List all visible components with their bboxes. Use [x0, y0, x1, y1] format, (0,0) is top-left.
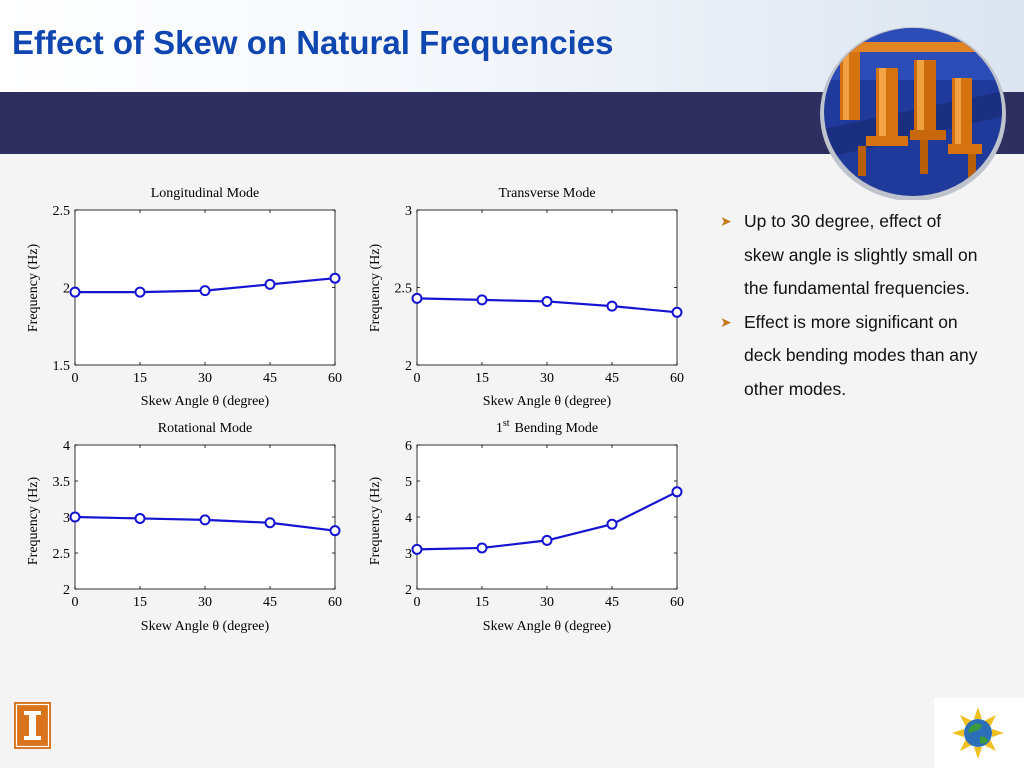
chart-title: Longitudinal Mode: [151, 186, 260, 201]
data-point: [69, 286, 81, 298]
y-axis-label: Frequency (Hz): [26, 244, 41, 333]
x-tick-label: 45: [605, 595, 619, 610]
y-tick-label: 2.5: [53, 547, 71, 562]
chart-title: 1st Bending Mode: [496, 418, 598, 436]
data-point: [69, 511, 81, 523]
x-tick-label: 60: [670, 371, 684, 386]
x-tick-label: 30: [540, 595, 554, 610]
data-point: [264, 278, 276, 290]
y-axis-label: Frequency (Hz): [368, 477, 383, 566]
data-point: [606, 518, 618, 530]
chart-longitudinal-mode: Longitudinal Mode 0 15 30 45 60 1.5 2 2.5 Skew …: [26, 186, 342, 409]
data-point: [329, 272, 341, 284]
y-axis-label: Frequency (Hz): [368, 244, 383, 333]
y-tick-label: 3: [63, 511, 70, 526]
chart-title-prefix: 1: [496, 421, 503, 436]
data-point: [411, 543, 423, 555]
x-tick-label: 30: [198, 595, 212, 610]
y-tick-label: 6: [405, 439, 412, 454]
data-point: [476, 294, 488, 306]
bullet-arrow-icon: ➤: [720, 213, 732, 229]
x-tick-label: 45: [605, 371, 619, 386]
bullet-item: ➤ Effect is more significant on deck bend…: [720, 306, 982, 407]
chart-rotational-mode: Rotational Mode 0 15 30 45 60 2 2.5 3 3.5 4 Skew …: [26, 421, 342, 634]
x-tick-label: 0: [414, 371, 421, 386]
data-point: [199, 514, 211, 526]
x-tick-label: 60: [670, 595, 684, 610]
x-axis-label: Skew Angle θ (degree): [483, 394, 612, 409]
data-point: [264, 517, 276, 529]
bridge-model-photo: [820, 27, 1006, 200]
x-tick-label: 15: [133, 371, 147, 386]
x-tick-label: 0: [72, 595, 79, 610]
globe-sun-logo: [934, 698, 1024, 768]
data-point: [329, 525, 341, 537]
y-tick-label: 2: [405, 583, 412, 598]
chart-title-sup: st: [503, 418, 510, 429]
data-point: [199, 285, 211, 297]
x-axis-label: Skew Angle θ (degree): [141, 619, 270, 634]
data-point: [606, 300, 618, 312]
y-tick-label: 3: [405, 547, 412, 562]
chart-title-main: Bending Mode: [515, 421, 599, 436]
data-point: [541, 534, 553, 546]
x-tick-label: 15: [475, 371, 489, 386]
x-tick-label: 30: [198, 371, 212, 386]
data-point: [134, 512, 146, 524]
data-point: [476, 542, 488, 554]
x-tick-label: 45: [263, 595, 277, 610]
y-tick-label: 4: [63, 439, 70, 454]
x-tick-label: 15: [475, 595, 489, 610]
y-tick-label: 5: [405, 475, 412, 490]
plot-frame: [416, 209, 678, 366]
data-point: [411, 292, 423, 304]
x-axis-label: Skew Angle θ (degree): [141, 394, 270, 409]
x-tick-label: 15: [133, 595, 147, 610]
x-tick-label: 0: [414, 595, 421, 610]
plot-frame: [416, 444, 678, 590]
x-axis-label: Skew Angle θ (degree): [483, 619, 612, 634]
bullet-item: ➤ Up to 30 degree, effect of skew angle i…: [720, 205, 982, 306]
y-tick-label: 3.5: [53, 475, 71, 490]
slide-title: Effect of Skew on Natural Frequencies: [12, 24, 614, 61]
y-tick-label: 2: [63, 282, 70, 297]
x-tick-label: 0: [72, 371, 79, 386]
data-point: [134, 286, 146, 298]
data-point: [671, 486, 683, 498]
bullet-arrow-icon: ➤: [720, 313, 732, 330]
y-tick-label: 1.5: [53, 359, 71, 374]
bullet-text: Up to 30 degree, effect of skew angle is…: [744, 211, 978, 298]
x-tick-label: 60: [328, 595, 342, 610]
chart-title: Transverse Mode: [498, 186, 595, 201]
x-tick-label: 45: [263, 371, 277, 386]
university-i-logo: [14, 702, 51, 749]
y-tick-label: 2: [405, 359, 412, 374]
y-tick-label: 4: [405, 511, 412, 526]
x-tick-label: 30: [540, 371, 554, 386]
chart-title: Rotational Mode: [158, 421, 253, 436]
y-tick-label: 2: [63, 583, 70, 598]
chart-transverse-mode: Transverse Mode 0 15 30 45 60 2 2.5 3 Skew Angl…: [368, 186, 684, 409]
y-tick-label: 2.5: [395, 282, 413, 297]
data-point: [671, 306, 683, 318]
x-tick-label: 60: [328, 371, 342, 386]
bullet-list: ➤ Up to 30 degree, effect of skew angle i…: [720, 205, 982, 406]
y-axis-label: Frequency (Hz): [26, 477, 41, 566]
data-point: [541, 295, 553, 307]
bullet-text: Effect is more significant on deck bendi…: [744, 311, 978, 399]
y-tick-label: 3: [405, 204, 412, 219]
y-tick-label: 2.5: [53, 204, 71, 219]
